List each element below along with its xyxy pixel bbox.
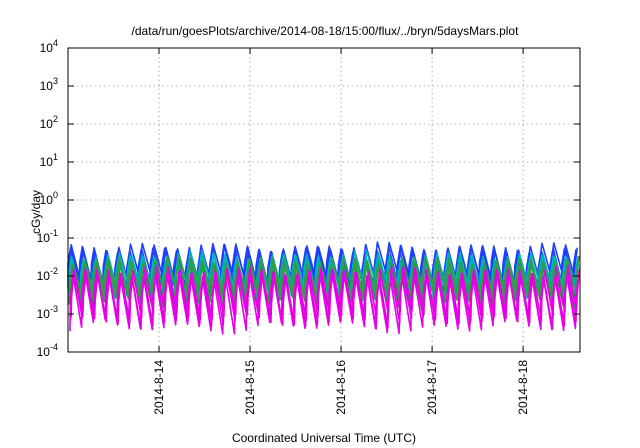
chart-title: /data/run/goesPlots/archive/2014-08-18/1…	[132, 24, 520, 38]
series-line	[69, 254, 580, 303]
x-axis-label: Coordinated Universal Time (UTC)	[232, 431, 416, 445]
x-tick-label: 2014-8-15	[243, 360, 257, 415]
y-tick-label: 101	[40, 152, 58, 169]
y-axis-label: cGy/day	[29, 190, 43, 234]
y-tick-label: 10-3	[37, 304, 58, 321]
y-tick-label: 100	[40, 190, 58, 207]
x-tick-label: 2014-8-17	[425, 360, 439, 415]
y-tick-label: 10-2	[37, 266, 58, 283]
y-tick-label: 102	[40, 114, 58, 131]
series-line	[70, 264, 581, 326]
y-axis: 10-4 10-3 10-2 10-1 100 101 102 103 104	[37, 38, 580, 359]
series-layer	[67, 241, 581, 335]
y-tick-label: 104	[40, 38, 58, 55]
y-tick-label: 103	[40, 76, 58, 93]
x-tick-label: 2014-8-16	[334, 360, 348, 415]
x-tick-label: 2014-8-18	[516, 360, 530, 415]
x-axis: 2014-8-14 2014-8-15 2014-8-16 2014-8-17 2014…	[152, 48, 530, 415]
y-tick-label: 10-4	[37, 342, 58, 359]
x-tick-label: 2014-8-14	[152, 360, 166, 415]
y-tick-label: 10-1	[37, 228, 58, 245]
